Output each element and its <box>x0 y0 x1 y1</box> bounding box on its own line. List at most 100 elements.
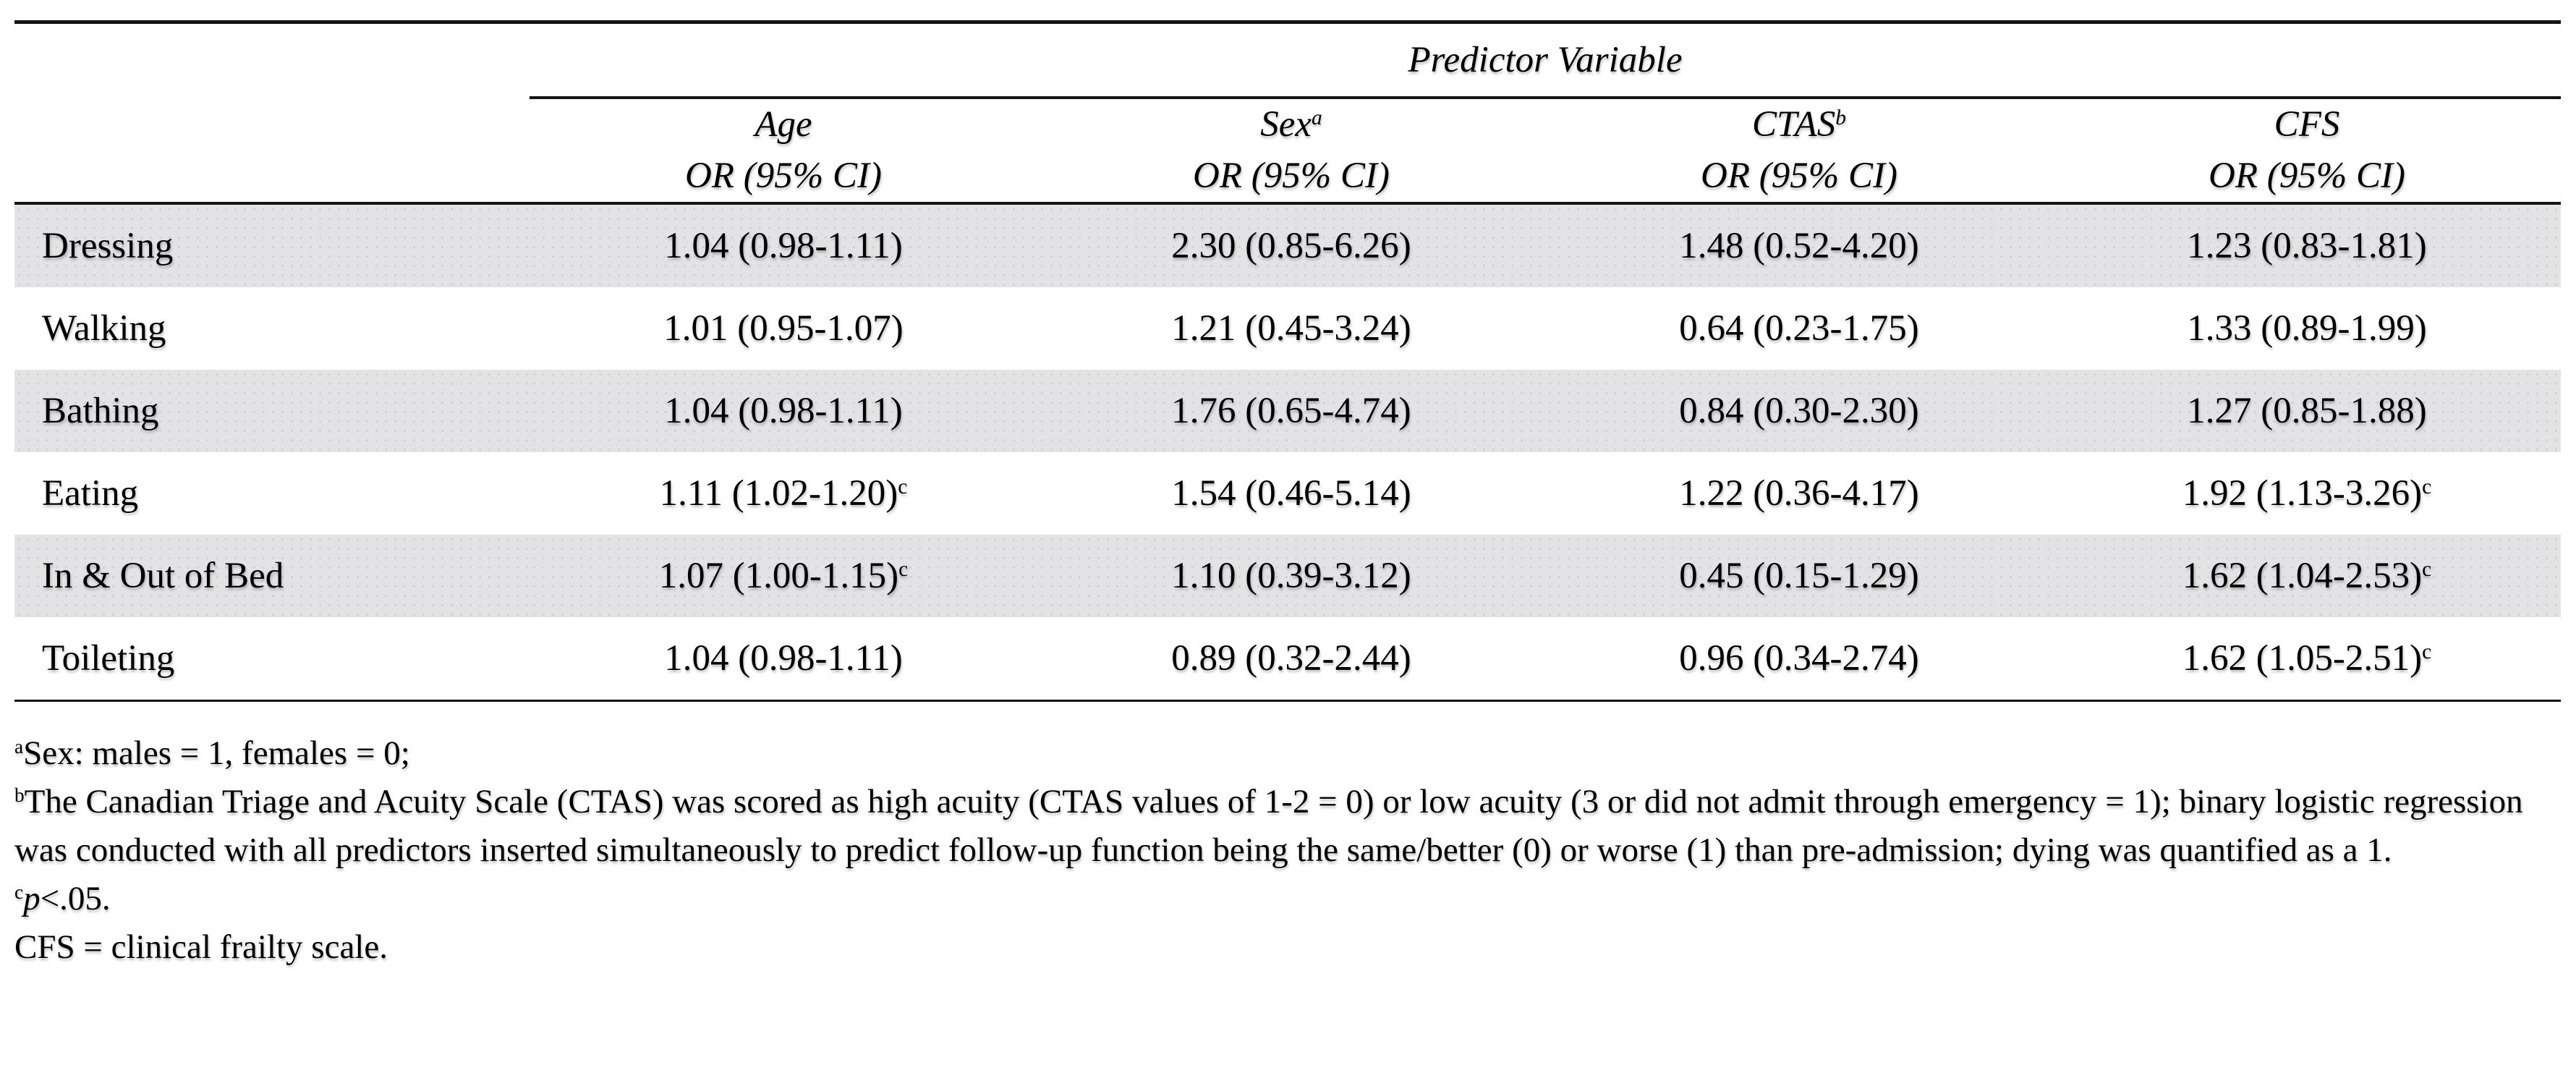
stub-cell <box>14 22 530 98</box>
spanner-row: Predictor Variable <box>14 22 2562 99</box>
cell-value: 1.04 (0.98-1.11) <box>664 391 903 431</box>
row-label: Dressing <box>14 203 530 287</box>
column-subhead: OR (95% CI) <box>1193 156 1390 196</box>
footnote-text: The Canadian Triage and Acuity Scale (CT… <box>14 783 2523 869</box>
cell-value: 1.62 (1.04-2.53) <box>2182 556 2423 596</box>
cell-value: 1.62 (1.05-2.51) <box>2182 638 2423 679</box>
cell-eating-cfs: 1.92 (1.13-3.26)c <box>2053 452 2561 535</box>
footnote-significance: cp<.05. <box>14 875 2561 923</box>
cell-bathing-ctas: 0.84 (0.30-2.30) <box>1545 370 2053 452</box>
cell-value: 1.54 (0.46-5.14) <box>1171 473 1411 514</box>
footnote-text: <.05. <box>40 880 111 917</box>
footnote-marker-c: c <box>14 881 24 904</box>
cell-sig-flag: c <box>898 557 909 581</box>
stub-cell <box>14 98 530 205</box>
row-label: Toileting <box>14 617 530 702</box>
cell-value: 1.92 (1.13-3.26) <box>2182 473 2423 514</box>
footnote-marker-b: b <box>14 784 25 807</box>
cell-value: 2.30 (0.85-6.26) <box>1171 226 1411 266</box>
column-name-text: CFS <box>2274 104 2340 145</box>
spanner-heading: Predictor Variable <box>530 22 2562 99</box>
cell-value: 1.01 (0.95-1.07) <box>663 308 904 349</box>
cell-value: 1.76 (0.65-4.74) <box>1171 391 1411 431</box>
row-label: Bathing <box>14 370 530 452</box>
column-name-text: Sex <box>1260 104 1312 145</box>
cell-walking-age: 1.01 (0.95-1.07) <box>530 287 1037 370</box>
column-header-cfs: CFS OR (95% CI) <box>2053 98 2562 205</box>
cell-value: 1.21 (0.45-3.24) <box>1171 308 1411 349</box>
footnote-p-symbol: p <box>23 880 41 917</box>
cell-value: 1.48 (0.52-4.20) <box>1679 226 1919 266</box>
column-header-age: Age OR (95% CI) <box>530 98 1037 205</box>
cell-eating-sex: 1.54 (0.46-5.14) <box>1037 452 1545 535</box>
cell-value: 1.04 (0.98-1.11) <box>664 226 903 266</box>
row-label: Eating <box>42 473 139 514</box>
cell-value: 0.89 (0.32-2.44) <box>1171 638 1411 679</box>
cell-value: 0.45 (0.15-1.29) <box>1679 556 1919 596</box>
cell-bed-sex: 1.10 (0.39-3.12) <box>1037 535 1545 617</box>
cell-value: 1.04 (0.98-1.11) <box>664 638 903 679</box>
cell-sig-flag: c <box>2422 475 2432 498</box>
cell-toileting-age: 1.04 (0.98-1.11) <box>530 617 1037 702</box>
table-row-dressing: Dressing 1.04 (0.98-1.11) 2.30 (0.85-6.2… <box>14 203 2562 287</box>
cell-walking-cfs: 1.33 (0.89-1.99) <box>2053 287 2561 370</box>
predictor-table: Predictor Variable Age OR (95% CI) Sexa … <box>14 20 2562 702</box>
footnote-text: Sex: males = 1, females = 0; <box>23 734 410 772</box>
table-row-walking: Walking 1.01 (0.95-1.07) 1.21 (0.45-3.24… <box>14 287 2561 370</box>
cell-value: 1.33 (0.89-1.99) <box>2187 308 2427 349</box>
cell-bed-ctas: 0.45 (0.15-1.29) <box>1545 535 2053 617</box>
column-name: CFS <box>2053 99 2561 150</box>
cell-eating-age: 1.11 (1.02-1.20)c <box>530 452 1037 535</box>
column-header-row: Age OR (95% CI) Sexa OR (95% CI) CTASb O… <box>14 98 2562 205</box>
cell-dressing-ctas: 1.48 (0.52-4.20) <box>1545 203 2053 287</box>
cell-value: 1.22 (0.36-4.17) <box>1679 473 1919 514</box>
column-name-text: CTAS <box>1751 104 1836 145</box>
cell-value: 1.07 (1.00-1.15) <box>658 556 899 596</box>
cell-dressing-sex: 2.30 (0.85-6.26) <box>1037 203 1545 287</box>
cell-walking-ctas: 0.64 (0.23-1.75) <box>1545 287 2053 370</box>
footnotes: aSex: males = 1, females = 0; bThe Canad… <box>14 729 2561 972</box>
cell-value: 1.27 (0.85-1.88) <box>2187 391 2427 431</box>
cell-bed-cfs: 1.62 (1.04-2.53)c <box>2053 535 2562 617</box>
cell-bathing-age: 1.04 (0.98-1.11) <box>530 370 1037 452</box>
cell-toileting-cfs: 1.62 (1.05-2.51)c <box>2053 617 2562 702</box>
cell-value: 0.64 (0.23-1.75) <box>1679 308 1919 349</box>
cell-value: 0.84 (0.30-2.30) <box>1679 391 1919 431</box>
table-row-bathing: Bathing 1.04 (0.98-1.11) 1.76 (0.65-4.74… <box>14 370 2562 452</box>
column-subhead: OR (95% CI) <box>2209 156 2405 196</box>
cell-toileting-sex: 0.89 (0.32-2.44) <box>1037 617 1545 702</box>
cell-value: 1.10 (0.39-3.12) <box>1171 556 1411 596</box>
column-name: Age <box>530 99 1037 150</box>
cell-sig-flag: c <box>898 475 908 498</box>
column-name-text: Age <box>754 104 812 145</box>
cell-value: 1.23 (0.83-1.81) <box>2187 226 2427 266</box>
footnote-marker-a: a <box>14 736 24 758</box>
cell-value: 0.96 (0.34-2.74) <box>1679 638 1919 679</box>
table-row-toileting: Toileting 1.04 (0.98-1.11) 0.89 (0.32-2.… <box>14 617 2562 702</box>
cell-dressing-age: 1.04 (0.98-1.11) <box>530 203 1037 287</box>
cell-toileting-ctas: 0.96 (0.34-2.74) <box>1545 617 2053 702</box>
row-label: Walking <box>42 308 166 349</box>
cell-bed-age: 1.07 (1.00-1.15)c <box>530 535 1037 617</box>
column-subhead: OR (95% CI) <box>685 156 882 196</box>
footnote-cfs-definition: CFS = clinical frailty scale. <box>14 928 388 966</box>
row-label: In & Out of Bed <box>14 535 530 617</box>
cell-walking-sex: 1.21 (0.45-3.24) <box>1037 287 1545 370</box>
table-row-eating: Eating 1.11 (1.02-1.20)c 1.54 (0.46-5.14… <box>14 452 2561 535</box>
cell-bathing-cfs: 1.27 (0.85-1.88) <box>2053 370 2562 452</box>
cell-sig-flag: c <box>2422 640 2432 663</box>
column-header-ctas: CTASb OR (95% CI) <box>1545 98 2053 205</box>
table-row-in-out-of-bed: In & Out of Bed 1.07 (1.00-1.15)c 1.10 (… <box>14 535 2562 617</box>
footnote-sex: aSex: males = 1, females = 0; <box>14 729 2561 778</box>
cell-eating-ctas: 1.22 (0.36-4.17) <box>1545 452 2053 535</box>
column-subhead: OR (95% CI) <box>1701 156 1897 196</box>
column-name-sup: a <box>1311 106 1322 130</box>
cell-sig-flag: c <box>2422 557 2432 581</box>
column-name-sup: b <box>1835 106 1847 130</box>
cell-bathing-sex: 1.76 (0.65-4.74) <box>1037 370 1545 452</box>
column-name: Sexa <box>1037 99 1545 150</box>
cell-value: 1.11 (1.02-1.20) <box>659 473 898 514</box>
footnote-ctas: bThe Canadian Triage and Acuity Scale (C… <box>14 778 2561 875</box>
column-name: CTASb <box>1545 99 2053 150</box>
